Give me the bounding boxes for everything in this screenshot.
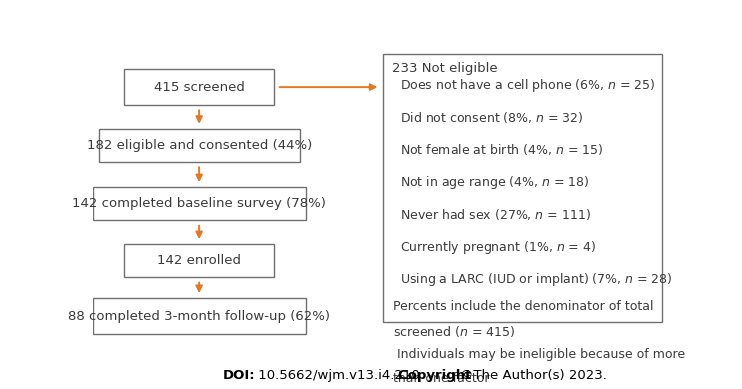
Text: Individuals may be ineligible because of more: Individuals may be ineligible because of… xyxy=(393,348,685,361)
Text: Copyright: Copyright xyxy=(398,369,476,382)
FancyBboxPatch shape xyxy=(125,244,274,277)
Text: Not in age range (4%, $\mathit{n}$ = 18): Not in age range (4%, $\mathit{n}$ = 18) xyxy=(401,174,590,191)
FancyBboxPatch shape xyxy=(93,298,306,334)
Text: 415 screened: 415 screened xyxy=(154,81,245,94)
Text: Currently pregnant (1%, $\mathit{n}$ = 4): Currently pregnant (1%, $\mathit{n}$ = 4… xyxy=(401,239,597,256)
Text: Percents include the denominator of total: Percents include the denominator of tota… xyxy=(393,300,654,313)
Text: 182 eligible and consented (44%): 182 eligible and consented (44%) xyxy=(87,139,312,152)
Text: Never had sex (27%, $\mathit{n}$ = 111): Never had sex (27%, $\mathit{n}$ = 111) xyxy=(401,207,591,222)
FancyBboxPatch shape xyxy=(99,129,300,162)
Text: Using a LARC (IUD or implant) (7%, $\mathit{n}$ = 28): Using a LARC (IUD or implant) (7%, $\mat… xyxy=(401,272,673,288)
Text: ©The Author(s) 2023.: ©The Author(s) 2023. xyxy=(460,369,607,382)
Text: Does not have a cell phone (6%, $\mathit{n}$ = 25): Does not have a cell phone (6%, $\mathit… xyxy=(401,77,656,94)
Text: 142 enrolled: 142 enrolled xyxy=(157,254,241,267)
Text: DOI:: DOI: xyxy=(223,369,255,382)
Text: screened ($\mathit{n}$ = 415): screened ($\mathit{n}$ = 415) xyxy=(393,324,515,339)
FancyBboxPatch shape xyxy=(93,187,306,221)
Text: Not female at birth (4%, $\mathit{n}$ = 15): Not female at birth (4%, $\mathit{n}$ = … xyxy=(401,142,604,157)
Text: than one factor: than one factor xyxy=(393,371,490,385)
FancyBboxPatch shape xyxy=(125,69,274,105)
FancyBboxPatch shape xyxy=(383,54,662,322)
Text: 88 completed 3-month follow-up (62%): 88 completed 3-month follow-up (62%) xyxy=(68,310,330,323)
Text: 142 completed baseline survey (78%): 142 completed baseline survey (78%) xyxy=(72,198,326,210)
Text: 233 Not eligible: 233 Not eligible xyxy=(392,62,497,75)
Text: 10.5662/wjm.v13.i4.210: 10.5662/wjm.v13.i4.210 xyxy=(254,369,428,382)
Text: Did not consent (8%, $\mathit{n}$ = 32): Did not consent (8%, $\mathit{n}$ = 32) xyxy=(401,110,584,124)
